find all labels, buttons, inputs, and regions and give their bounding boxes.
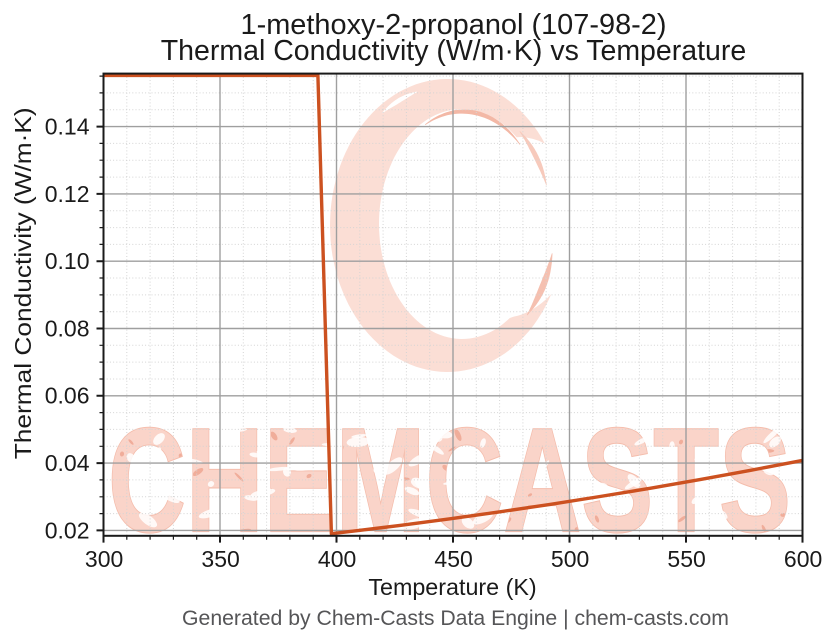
- svg-text:0.04: 0.04: [45, 450, 90, 476]
- svg-text:350: 350: [201, 546, 239, 572]
- svg-text:Temperature (K): Temperature (K): [368, 574, 536, 600]
- svg-text:500: 500: [551, 546, 589, 572]
- svg-text:300: 300: [85, 546, 123, 572]
- svg-text:0.10: 0.10: [45, 248, 90, 274]
- svg-text:0.06: 0.06: [45, 383, 90, 409]
- svg-text:550: 550: [667, 546, 705, 572]
- svg-text:Thermal Conductivity (W/m·K): Thermal Conductivity (W/m·K): [10, 107, 36, 459]
- svg-text:Generated by Chem-Casts Data E: Generated by Chem-Casts Data Engine | ch…: [182, 607, 729, 630]
- svg-text:0.02: 0.02: [45, 517, 90, 543]
- svg-text:Thermal Conductivity (W/m·K) v: Thermal Conductivity (W/m·K) vs Temperat…: [161, 35, 746, 67]
- svg-text:1-methoxy-2-propanol (107-98-2: 1-methoxy-2-propanol (107-98-2): [241, 9, 667, 41]
- svg-text:0.08: 0.08: [45, 315, 90, 341]
- svg-text:0.14: 0.14: [45, 114, 90, 140]
- svg-text:400: 400: [318, 546, 356, 572]
- svg-text:450: 450: [434, 546, 472, 572]
- svg-text:600: 600: [784, 546, 822, 572]
- svg-text:0.12: 0.12: [45, 181, 90, 207]
